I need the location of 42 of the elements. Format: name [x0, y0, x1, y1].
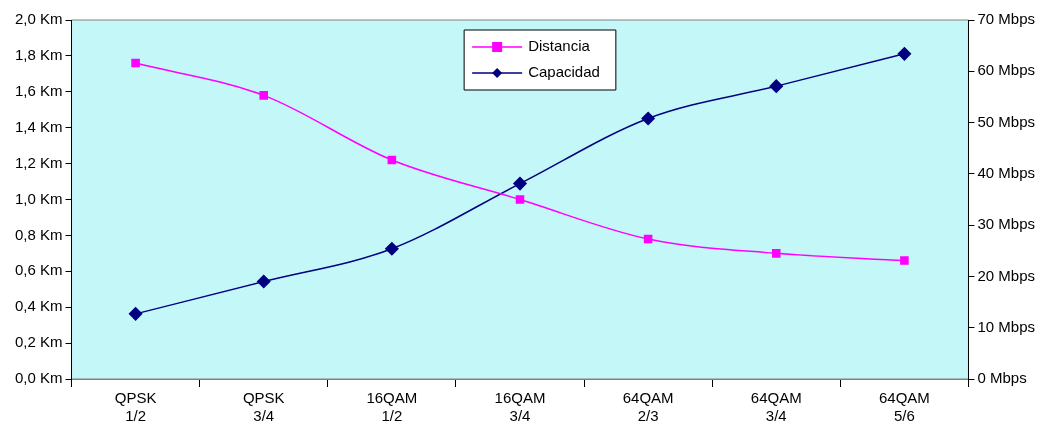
y-tick-label: 1,0 Km	[14, 189, 63, 207]
legend-label: Capacidad	[528, 63, 600, 81]
point	[771, 249, 781, 258]
y-tick-label: 1,8 Km	[14, 46, 63, 64]
y-tick-label: 1,6 Km	[14, 81, 63, 99]
point	[259, 91, 269, 100]
x-tick-label: 64QAM 2/3	[622, 389, 674, 425]
point	[131, 58, 140, 68]
y-tick-label: 0,4 Km	[14, 297, 63, 315]
point	[515, 195, 525, 204]
y-tick-label: 1,4 Km	[14, 117, 63, 135]
y2-tick-label: 70 Mbps	[977, 10, 1036, 28]
point	[128, 307, 143, 321]
point	[385, 241, 399, 256]
y2-tick-label: 0 Mbps	[977, 369, 1027, 387]
x-tick-label: 16QAM 1/2	[366, 389, 418, 425]
point	[387, 155, 397, 165]
y-tick-label: 0,6 Km	[14, 261, 63, 279]
point	[897, 47, 912, 61]
point	[513, 176, 527, 191]
y-tick-label: 0,8 Km	[14, 225, 63, 243]
point	[256, 274, 271, 289]
x-tick-label: QPSK 1/2	[114, 389, 157, 425]
y2-tick-label: 50 Mbps	[977, 112, 1036, 130]
point	[643, 234, 653, 244]
x-tick-label: 64QAM 3/4	[750, 389, 802, 425]
y-tick-label: 0,0 Km	[14, 369, 63, 387]
point	[641, 111, 655, 126]
y2-tick-label: 30 Mbps	[977, 215, 1036, 233]
legend-label: Distancia	[528, 37, 591, 55]
point	[900, 256, 909, 265]
x-tick-label: 64QAM 5/6	[878, 389, 930, 425]
point	[769, 79, 784, 93]
y2-tick-label: 60 Mbps	[977, 61, 1036, 79]
y-tick-label: 0,2 Km	[14, 333, 63, 351]
x-tick-label: QPSK 3/4	[242, 389, 285, 425]
y-tick-label: 2,0 Km	[14, 10, 63, 28]
y2-tick-label: 20 Mbps	[977, 266, 1036, 284]
x-tick-label: 16QAM 3/4	[494, 389, 546, 425]
y2-tick-label: 40 Mbps	[977, 164, 1036, 181]
y-tick-label: 1,2 Km	[14, 153, 63, 171]
y2-tick-label: 10 Mbps	[977, 317, 1036, 335]
